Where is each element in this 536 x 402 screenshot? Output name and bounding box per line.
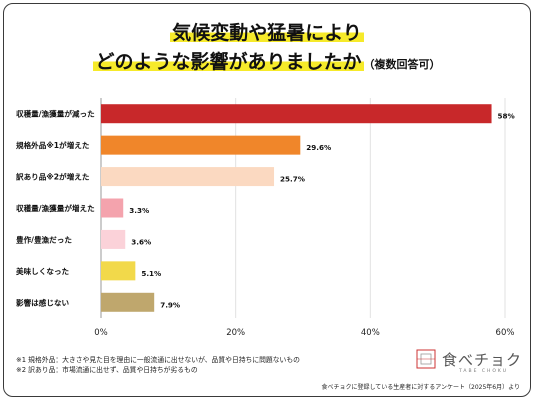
- footnote-1: ※1 規格外品：大きさや見た目を理由に一般流通に出せないが、品質や日持ちに問題な…: [16, 356, 300, 364]
- category-label-6: 影響は感じない: [16, 297, 70, 307]
- bar-0: [101, 104, 492, 124]
- chart-title-line2: どのような影響がありましたか （複数回答可）: [4, 51, 530, 76]
- category-label-0: 収穫量/漁獲量が減った: [16, 109, 95, 119]
- bar-6: [101, 292, 155, 312]
- category-label-4: 豊作/豊漁だった: [16, 234, 72, 244]
- category-label-2: 訳あり品※2が増えた: [16, 172, 90, 182]
- brand-logo: 食べチョク TABE CHOKU: [415, 348, 525, 374]
- x-tick-label-2: 40%: [361, 328, 380, 338]
- chart-frame: 気候変動や猛暑により どのような影響がありましたか （複数回答可）: [3, 3, 531, 397]
- logo-name: 食べチョク: [442, 351, 523, 369]
- value-label-1: 29.6%: [306, 143, 331, 152]
- value-label-4: 3.6%: [131, 237, 151, 246]
- bar-4: [101, 229, 126, 249]
- value-label-2: 25.7%: [280, 175, 305, 184]
- chart-title-line1: 気候変動や猛暑により: [4, 22, 530, 44]
- footnotes: ※1 規格外品：大きさや見た目を理由に一般流通に出せないが、品質や日持ちに問題な…: [16, 355, 300, 375]
- value-label-3: 3.3%: [129, 206, 149, 215]
- bar-2: [101, 167, 275, 187]
- category-label-1: 規格外品※1が増えた: [16, 140, 90, 150]
- bar-3: [101, 198, 124, 218]
- value-label-5: 5.1%: [141, 269, 161, 278]
- bar-5: [101, 261, 136, 281]
- bar-1: [101, 135, 301, 155]
- logo-mark-icon: [416, 349, 436, 369]
- x-tick-label-3: 60%: [496, 328, 515, 338]
- logo-sub: TABE CHOKU: [459, 369, 509, 374]
- chart-title-line2-text: どのような影響がありましたか: [93, 51, 364, 73]
- chart-title-suffix: （複数回答可）: [363, 58, 441, 71]
- category-label-5: 美味しくなった: [16, 266, 70, 276]
- value-label-0: 58%: [498, 112, 515, 121]
- x-tick-label-1: 20%: [226, 328, 245, 338]
- value-label-6: 7.9%: [160, 300, 180, 309]
- category-label-3: 収穫量/漁獲量が増えた: [16, 203, 95, 213]
- chart-title-line1-text: 気候変動や猛暑により: [170, 22, 364, 44]
- footnote-2: ※2 訳あり品：市場流通に出せず、品質や日持ちが劣るもの: [16, 366, 198, 374]
- source-note: 食べチョクに登録している生産者に対するアンケート（2025年6月）より: [321, 384, 520, 391]
- x-tick-label-0: 0%: [94, 328, 108, 338]
